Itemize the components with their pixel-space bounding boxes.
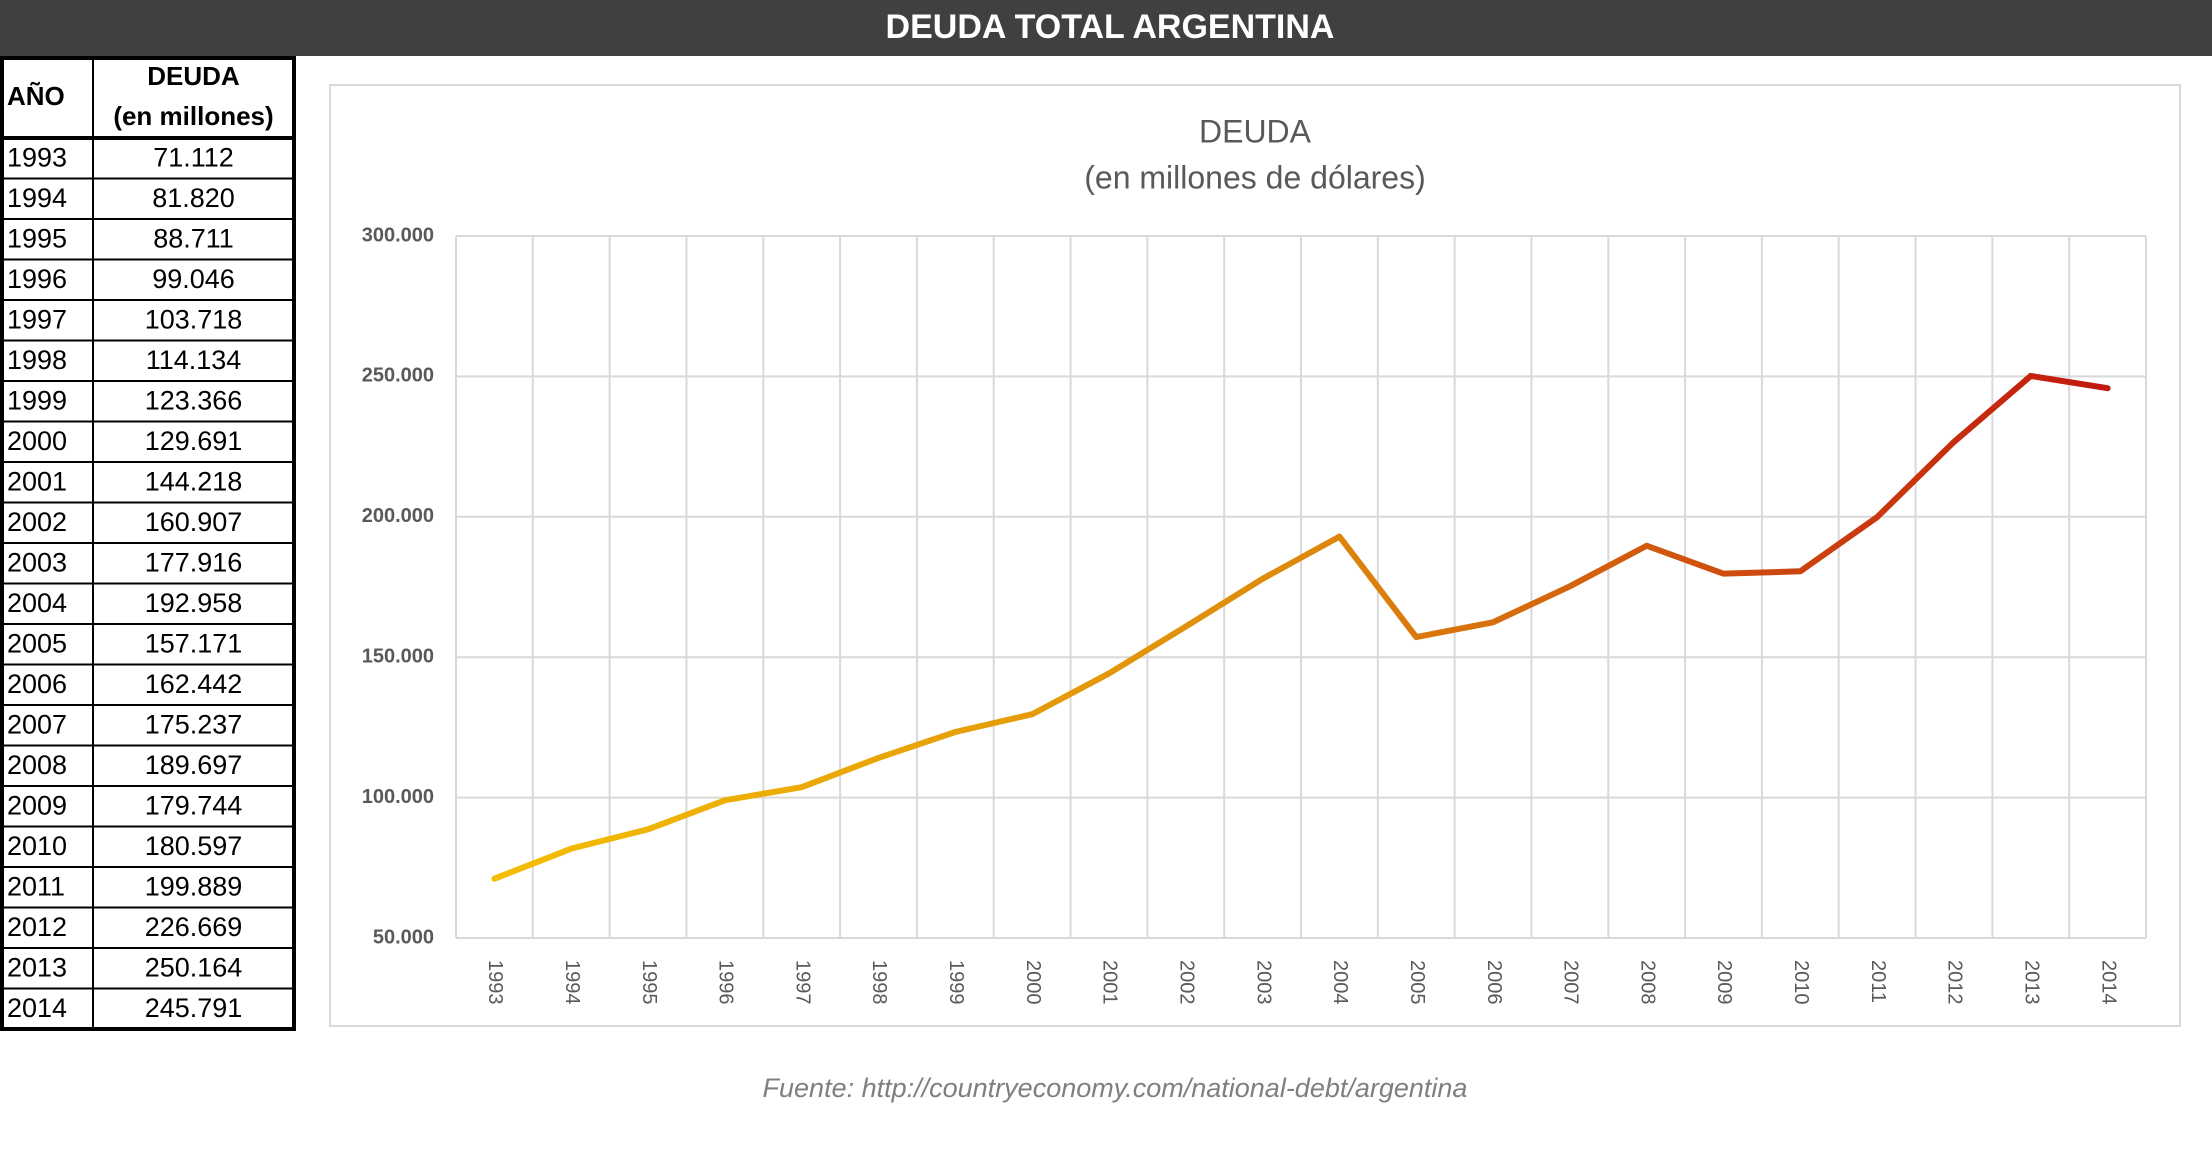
table-cell: 2006 <box>7 669 67 699</box>
x-tick-label: 2011 <box>1867 960 1889 1003</box>
table-header-cell: AÑO <box>7 81 65 111</box>
table-cell: 2003 <box>7 547 67 577</box>
x-tick-label: 2013 <box>2020 960 2042 1005</box>
y-tick-label: 250.000 <box>362 365 434 387</box>
x-tick-label: 1993 <box>484 960 506 1005</box>
header-bar <box>0 0 2212 56</box>
x-tick-label: 2010 <box>1790 960 1812 1005</box>
table-cell: 1995 <box>7 223 67 253</box>
source-note: Fuente: http://countryeconomy.com/nation… <box>763 1073 1468 1103</box>
y-tick-label: 50.000 <box>373 926 434 948</box>
table-cell: 179.744 <box>145 790 243 820</box>
table-cell: 2002 <box>7 507 67 537</box>
x-tick-label: 1998 <box>868 960 890 1005</box>
table-cell: 2004 <box>7 588 67 618</box>
table-cell: 177.916 <box>145 547 243 577</box>
table-cell: 144.218 <box>145 466 243 496</box>
table-cell: 175.237 <box>145 709 243 739</box>
x-tick-label: 1999 <box>945 960 967 1005</box>
table-cell: 2009 <box>7 790 67 820</box>
x-tick-label: 1994 <box>561 960 583 1005</box>
table-cell: 226.669 <box>145 912 243 942</box>
table-cell: 180.597 <box>145 831 243 861</box>
data-table: AÑO DEUDA (en millones) 1993 71.112 1994 81.82… <box>0 56 296 1031</box>
table-cell: 129.691 <box>145 426 243 456</box>
x-tick-label: 2004 <box>1329 960 1351 1005</box>
x-tick-label: 2002 <box>1175 960 1197 1005</box>
table-cell: 160.907 <box>145 507 243 537</box>
x-tick-label: 2005 <box>1406 960 1428 1005</box>
x-tick-label: 1996 <box>715 960 737 1005</box>
table-cell: 1996 <box>7 264 67 294</box>
table-cell: 2014 <box>7 993 67 1023</box>
x-tick-label: 2012 <box>1944 960 1966 1005</box>
chart: 50.000 100.000 150.000 200.000 250.000 300.00… <box>362 224 2147 1005</box>
table-cell: 114.134 <box>146 345 242 375</box>
table-cell: 81.820 <box>152 183 235 213</box>
table-cell: 2000 <box>7 426 67 456</box>
chart-title: DEUDA <box>1199 113 1312 149</box>
table-cell: 1998 <box>7 345 67 375</box>
table-header-cell: DEUDA <box>147 61 240 91</box>
table-cell: 189.697 <box>145 750 243 780</box>
chart-subtitle: (en millones de dólares) <box>1084 159 1426 195</box>
table-cell: 1993 <box>7 142 67 172</box>
x-tick-label: 2001 <box>1099 960 1121 1005</box>
x-tick-label: 2014 <box>2097 960 2119 1005</box>
x-tick-label: 1995 <box>638 960 660 1005</box>
table-cell: 103.718 <box>145 304 243 334</box>
table-cell: 2013 <box>7 952 67 982</box>
x-tick-label: 1997 <box>791 960 813 1005</box>
header-title: DEUDA TOTAL ARGENTINA <box>886 8 1335 46</box>
y-tick-label: 100.000 <box>362 786 434 808</box>
table-cell: 192.958 <box>145 588 243 618</box>
table-cell: 1999 <box>7 385 67 415</box>
table-cell: 250.164 <box>145 952 243 982</box>
y-tick-label: 200.000 <box>362 505 434 527</box>
x-tick-label: 2000 <box>1022 960 1044 1005</box>
table-cell: 1997 <box>7 304 67 334</box>
table-cell: 2005 <box>7 628 67 658</box>
data-line <box>491 372 2111 882</box>
x-tick-label: 2006 <box>1483 960 1505 1005</box>
table-cell: 2008 <box>7 750 67 780</box>
y-tick-label: 300.000 <box>362 224 434 246</box>
table-cell: 2001 <box>7 466 67 496</box>
x-tick-label: 2007 <box>1560 960 1582 1005</box>
table-header-cell: (en millones) <box>113 101 273 131</box>
table-cell: 88.711 <box>153 223 234 253</box>
table-cell: 199.889 <box>145 871 243 901</box>
table-cell: 2010 <box>7 831 67 861</box>
chart-frame <box>329 84 2181 1027</box>
table-cell: 162.442 <box>145 669 243 699</box>
x-tick-label: 2003 <box>1252 960 1274 1005</box>
table-cell: 2007 <box>7 709 67 739</box>
table-cell: 123.366 <box>145 385 243 415</box>
table-cell: 1994 <box>7 183 67 213</box>
table-cell: 2012 <box>7 912 67 942</box>
table-cell: 2011 <box>7 871 65 901</box>
x-tick-label: 2009 <box>1713 960 1735 1005</box>
table-cell: 245.791 <box>145 993 243 1023</box>
table-cell: 157.171 <box>145 628 243 658</box>
table-cell: 71.112 <box>153 142 234 172</box>
y-tick-label: 150.000 <box>362 645 434 667</box>
x-tick-label: 2008 <box>1636 960 1658 1005</box>
table-cell: 99.046 <box>152 264 235 294</box>
